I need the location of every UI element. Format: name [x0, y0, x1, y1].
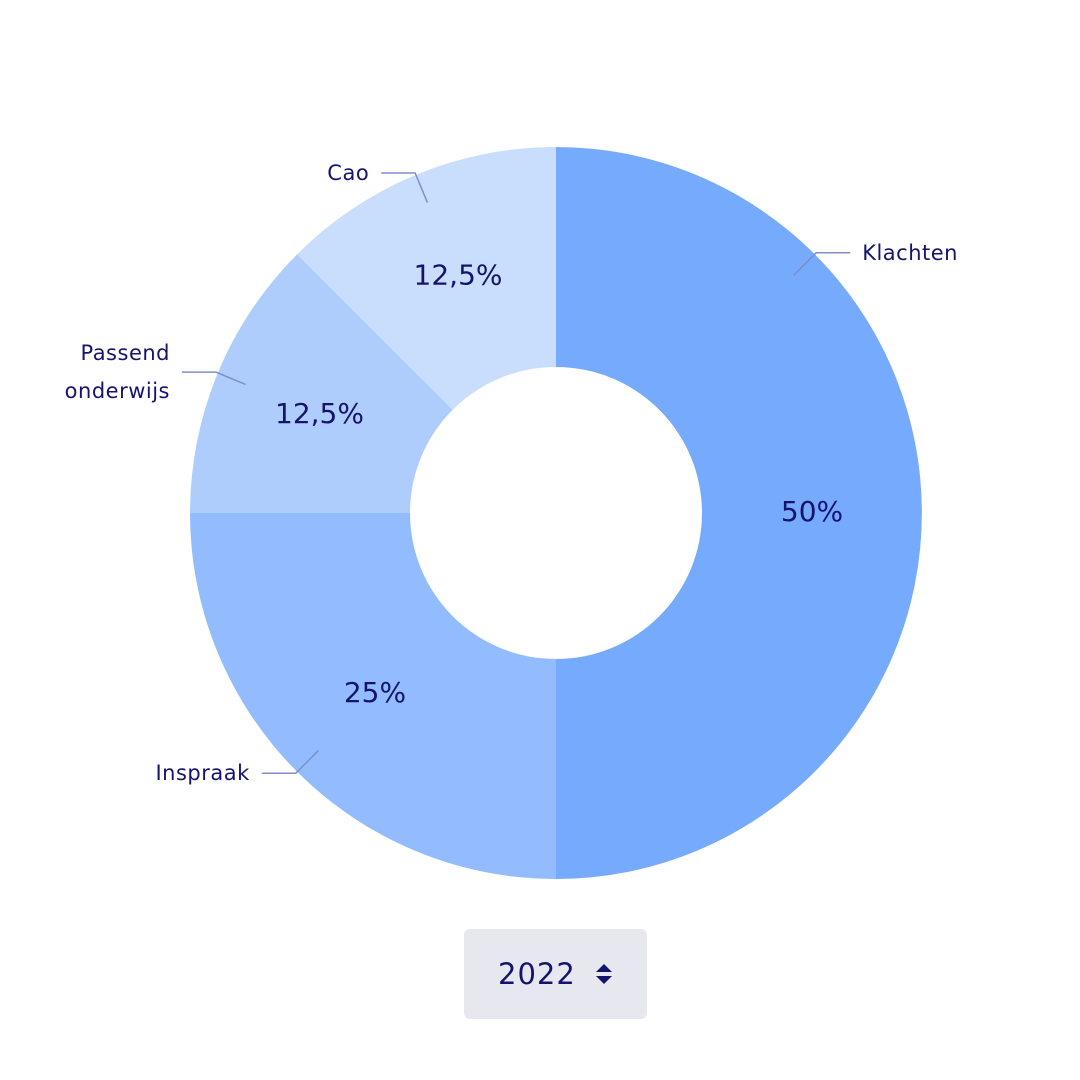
value-label: 12,5%: [414, 258, 503, 291]
select-arrows: [596, 964, 612, 984]
value-label: 50%: [781, 495, 843, 528]
category-label: Cao: [327, 161, 370, 185]
value-label: 25%: [344, 676, 406, 709]
leader-line: [793, 252, 851, 276]
donut-slice: [190, 254, 453, 513]
donut-slice: [556, 147, 922, 879]
donut-slice: [297, 147, 556, 410]
year-selector[interactable]: 2022: [464, 929, 647, 1019]
category-label: Inspraak: [155, 761, 250, 786]
leader-line: [381, 172, 429, 203]
value-label: 12,5%: [275, 397, 364, 430]
donut-slice: [190, 513, 556, 879]
year-value: 2022: [498, 957, 576, 991]
category-label: Passend onderwijs: [64, 341, 170, 404]
category-label: Klachten: [862, 240, 958, 265]
leader-line: [261, 750, 319, 774]
leader-line: [182, 371, 246, 386]
